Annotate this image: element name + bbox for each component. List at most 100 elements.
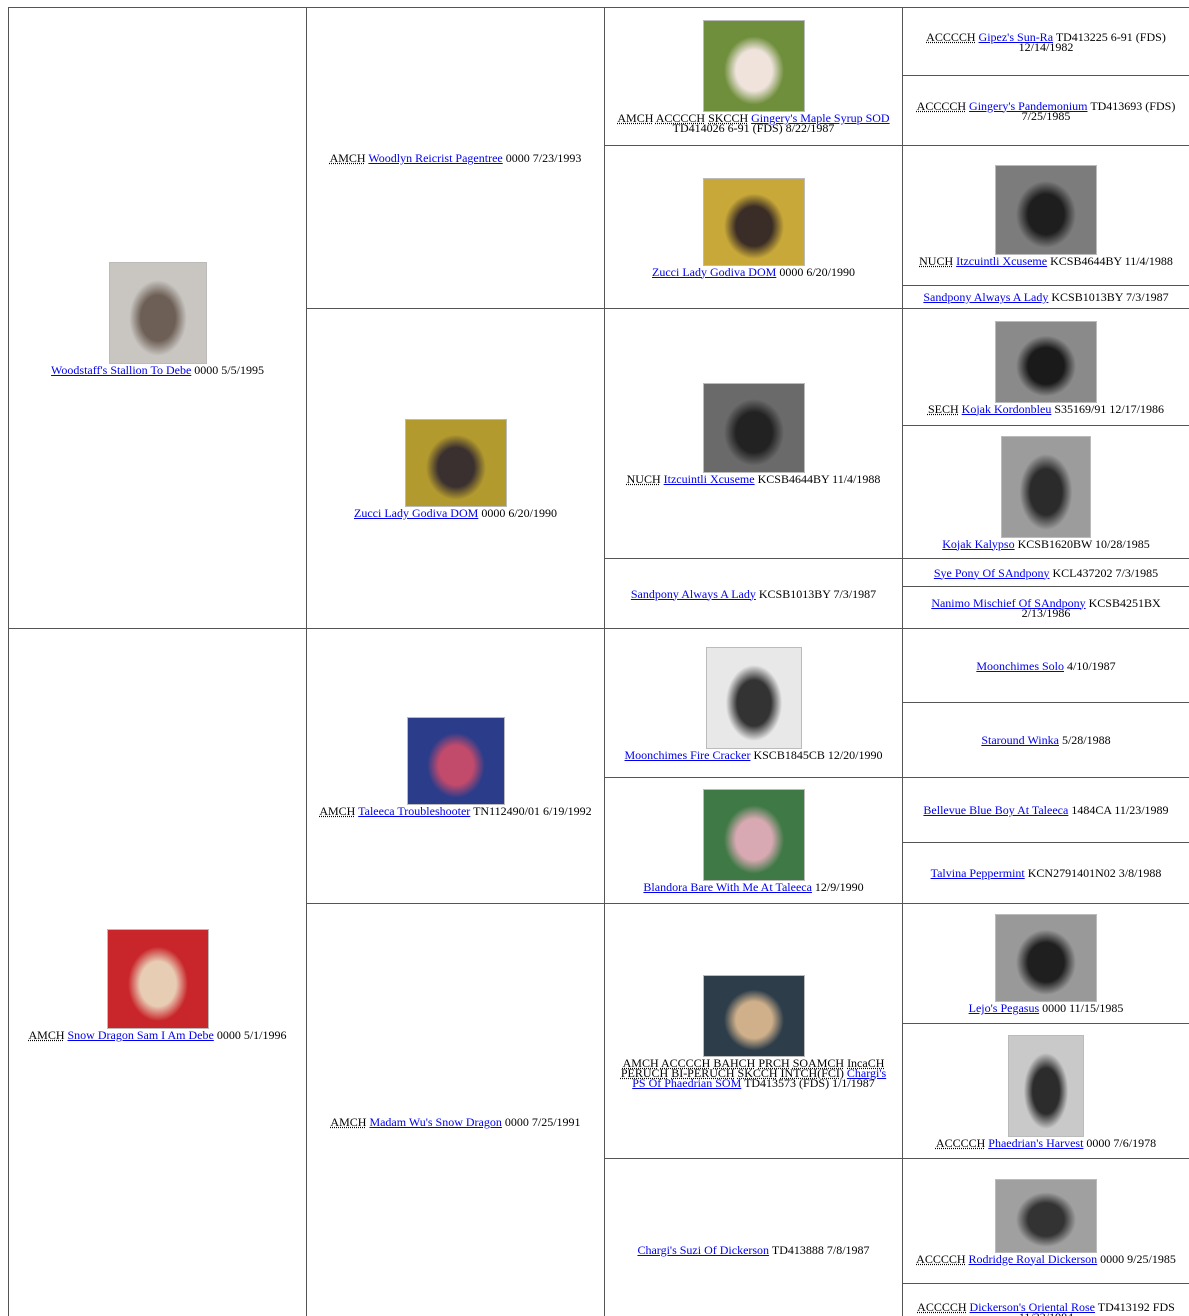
dog-link[interactable]: Gingery's Pandemonium (969, 98, 1088, 113)
dog-link[interactable]: Madam Wu's Snow Dragon (369, 1115, 502, 1129)
dog-link[interactable]: Moonchimes Solo (976, 658, 1064, 673)
dog-info: KCSB1620BW 10/28/1985 (1017, 536, 1150, 551)
dog-link[interactable]: Gipez's Sun-Ra (978, 29, 1054, 44)
pedigree-cell: AMCH ACCCCH BAHCH PRCH SOAMCH IncaCH PER… (604, 903, 903, 1159)
dog-photo (702, 383, 805, 473)
dog-link[interactable]: Chargi's Suzi Of Dickerson (637, 1242, 770, 1257)
pedigree-cell: Blandora Bare With Me At Taleeca 12/9/19… (604, 777, 903, 904)
dog-info: 0000 6/20/1990 (481, 506, 557, 520)
pedigree-cell: Sandpony Always A Lady KCSB1013BY 7/3/19… (902, 285, 1189, 309)
title-abbr: ACCCCH (655, 111, 706, 125)
dog-link[interactable]: Snow Dragon Sam I Am Debe (67, 1028, 214, 1042)
dog-entry: ACCCCH Rodridge Royal Dickerson 0000 9/2… (916, 1251, 1176, 1266)
dog-link[interactable]: Kojak Kalypso (942, 536, 1015, 551)
dog-info: 4/10/1987 (1067, 658, 1116, 673)
pedigree-cell: NUCH Itzcuintli Xcuseme KCSB4644BY 11/4/… (902, 145, 1189, 286)
dog-link[interactable]: Sandpony Always A Lady (630, 586, 756, 601)
dog-link[interactable]: Chargi's PS Of Phaedrian SOM (632, 1065, 887, 1090)
pedigree-cell: AMCH ACCCCH SKCCH Gingery's Maple Syrup … (604, 7, 903, 146)
dog-link[interactable]: Gingery's Maple Syrup SOD (751, 111, 890, 125)
dog-link[interactable]: Bellevue Blue Boy At Taleeca (923, 803, 1069, 817)
dog-entry: Talvina Peppermint KCN2791401N02 3/8/198… (930, 866, 1162, 880)
dog-entry: Chargi's Suzi Of Dickerson TD413888 7/8/… (637, 1242, 870, 1257)
dog-link[interactable]: Moonchimes Fire Cracker (624, 747, 751, 762)
dog-info: 12/9/1990 (814, 880, 864, 894)
dog-info: KCN2791401N02 3/8/1988 (1027, 866, 1162, 880)
dog-link[interactable]: Zucci Lady Godiva DOM (652, 264, 777, 279)
dog-link[interactable]: Nanimo Mischief Of SAndpony (931, 595, 1086, 610)
dog-entry: ACCCCH Gingery's Pandemonium TD413693 (F… (911, 98, 1181, 123)
dog-link[interactable]: Lejo's Pegasus (968, 1001, 1040, 1015)
dog-entry: Moonchimes Solo 4/10/1987 (976, 658, 1116, 673)
pedigree-cell: AMCH Woodlyn Reicrist Pagentree 0000 7/2… (306, 7, 605, 309)
pedigree-cell: Talvina Peppermint KCN2791401N02 3/8/198… (902, 842, 1189, 904)
dog-info: TD413225 6-91 (FDS) 12/14/1982 (1018, 29, 1166, 54)
dog-info: 0000 7/23/1993 (505, 151, 582, 165)
dog-link[interactable]: Itzcuintli Xcuseme (956, 254, 1048, 268)
pedigree-cell: Bellevue Blue Boy At Taleeca 1484CA 11/2… (902, 777, 1189, 843)
dog-entry: AMCH ACCCCH SKCCH Gingery's Maple Syrup … (613, 111, 894, 135)
dog-info: TD414026 6-91 (FDS) 8/22/1987 (672, 121, 835, 135)
dog-info: 0000 9/25/1985 (1100, 1251, 1176, 1266)
pedigree-cell: Kojak Kalypso KCSB1620BW 10/28/1985 (902, 425, 1189, 559)
dog-entry: Staround Winka 5/28/1988 (981, 733, 1111, 747)
dog-entry: Woodstaff's Stallion To Debe 0000 5/5/19… (51, 362, 264, 377)
dog-info: TD413888 7/8/1987 (771, 1242, 870, 1257)
dog-link[interactable]: Woodlyn Reicrist Pagentree (368, 151, 503, 165)
dog-entry: SECH Kojak Kordonbleu S35169/91 12/17/19… (927, 401, 1165, 416)
pedigree-cell: AMCH Madam Wu's Snow Dragon 0000 7/25/19… (306, 903, 605, 1316)
dog-entry: Blandora Bare With Me At Taleeca 12/9/19… (643, 880, 864, 894)
dog-photo (108, 261, 207, 364)
pedigree-cell: ACCCCH Gingery's Pandemonium TD413693 (F… (902, 75, 1189, 146)
dog-photo (702, 20, 805, 112)
pedigree-cell: Sye Pony Of SAndpony KCL437202 7/3/1985 (902, 558, 1189, 587)
dog-info: TD413573 (FDS) 1/1/1987 (744, 1075, 875, 1090)
dog-link[interactable]: Talvina Peppermint (930, 866, 1025, 880)
dog-photo (106, 929, 209, 1029)
dog-entry: ACCCCH Gipez's Sun-Ra TD413225 6-91 (FDS… (911, 29, 1181, 54)
pedigree-cell: ACCCCH Dickerson's Oriental Rose TD41319… (902, 1283, 1189, 1316)
dog-info: KCSB4251BX 2/13/1986 (1021, 595, 1161, 620)
dog-entry: AMCH ACCCCH BAHCH PRCH SOAMCH IncaCH PER… (613, 1057, 894, 1090)
dog-link[interactable]: Phaedrian's Harvest (988, 1135, 1084, 1150)
dog-link[interactable]: Taleeca Troubleshooter (358, 803, 471, 818)
dog-link[interactable]: Sandpony Always A Lady (923, 290, 1049, 304)
dog-info: KCSB1013BY 7/3/1987 (1051, 290, 1169, 304)
pedigree-cell: Staround Winka 5/28/1988 (902, 702, 1189, 778)
pedigree-cell: ACCCCH Rodridge Royal Dickerson 0000 9/2… (902, 1158, 1189, 1284)
dog-photo (1008, 1034, 1084, 1137)
pedigree-cell: ACCCCH Gipez's Sun-Ra TD413225 6-91 (FDS… (902, 7, 1189, 76)
dog-entry: Sandpony Always A Lady KCSB1013BY 7/3/19… (923, 290, 1169, 304)
dog-link[interactable]: Kojak Kordonbleu (961, 401, 1052, 416)
dog-link[interactable]: Sye Pony Of SAndpony (933, 565, 1050, 580)
dog-photo (995, 914, 1097, 1002)
pedigree-cell: Nanimo Mischief Of SAndpony KCSB4251BX 2… (902, 586, 1189, 629)
dog-entry: AMCH Taleeca Troubleshooter TN112490/01 … (319, 803, 591, 818)
pedigree-cell: Moonchimes Fire Cracker KSCB1845CB 12/20… (604, 628, 903, 778)
dog-link[interactable]: Dickerson's Oriental Rose (969, 1300, 1095, 1314)
pedigree-cell: ACCCCH Phaedrian's Harvest 0000 7/6/1978 (902, 1023, 1189, 1159)
dog-entry: Sandpony Always A Lady KCSB1013BY 7/3/19… (630, 586, 876, 601)
dog-link[interactable]: Itzcuintli Xcuseme (663, 472, 755, 486)
dog-link[interactable]: Rodridge Royal Dickerson (968, 1251, 1098, 1266)
dog-link[interactable]: Zucci Lady Godiva DOM (354, 506, 479, 520)
dog-info: S35169/91 12/17/1986 (1054, 401, 1165, 416)
dog-photo (995, 165, 1097, 255)
dog-info: 0000 5/5/1995 (194, 362, 264, 377)
dog-link[interactable]: Woodstaff's Stallion To Debe (51, 362, 192, 377)
dog-entry: ACCCCH Phaedrian's Harvest 0000 7/6/1978 (936, 1135, 1156, 1150)
dog-entry: Lejo's Pegasus 0000 11/15/1985 (968, 1001, 1124, 1015)
dog-info: 0000 6/20/1990 (779, 264, 855, 279)
dog-link[interactable]: Blandora Bare With Me At Taleeca (643, 880, 812, 894)
pedigree-cell: Sandpony Always A Lady KCSB1013BY 7/3/19… (604, 558, 903, 629)
dog-entry: Sye Pony Of SAndpony KCL437202 7/3/1985 (933, 565, 1158, 580)
title-abbr: SECH (927, 401, 959, 416)
dog-entry: NUCH Itzcuintli Xcuseme KCSB4644BY 11/4/… (627, 472, 881, 486)
title-abbr: AMCH (330, 1115, 367, 1129)
dog-info: TD413693 (FDS) 7/25/1985 (1021, 98, 1176, 123)
title-abbr: SKCCH (737, 1065, 778, 1080)
pedigree-cell: Woodstaff's Stallion To Debe 0000 5/5/19… (8, 7, 307, 629)
dog-link[interactable]: Staround Winka (981, 733, 1059, 747)
dog-info: 5/28/1988 (1061, 733, 1111, 747)
